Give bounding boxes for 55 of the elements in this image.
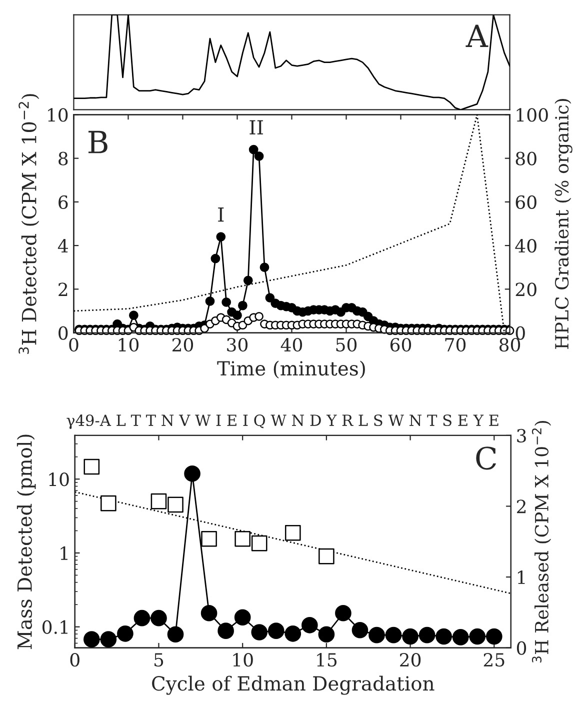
- y-tick-label: 0: [58, 326, 68, 340]
- x-tick-label: 5: [154, 653, 164, 667]
- y2-tick-label: 2: [516, 500, 526, 514]
- y2-axis-title: $^{3}$H Released (CPM X 10$^{−2}$): [532, 421, 552, 663]
- x-tick-label: 10: [233, 653, 253, 667]
- y2-tick-label: 60: [516, 195, 536, 210]
- x-tick-label: 20: [400, 653, 421, 667]
- y-tick-label: 0.1: [42, 620, 68, 634]
- x-tick-label: 80: [499, 338, 520, 352]
- y-axis-title: $^{3}$H Detected (CPM X 10$^{−2}$): [18, 94, 40, 354]
- y-tick-label: 10: [48, 108, 68, 122]
- point: [150, 493, 167, 510]
- annotation: C: [476, 446, 496, 470]
- x-tick-label: 20: [172, 338, 194, 352]
- x-tick-label: 70: [445, 338, 466, 352]
- y2-tick-label: 0: [516, 641, 526, 655]
- text: γ49-A L T T N V W I E I Q W N D Y R L S W N T S E Y E: [66, 414, 498, 430]
- y-tick-label: 4: [58, 238, 68, 252]
- x-tick-label: 15: [317, 653, 337, 667]
- point: [201, 530, 217, 547]
- annotation: II: [250, 120, 263, 134]
- point: [84, 458, 100, 475]
- point: [318, 548, 334, 564]
- x-tick-label: 25: [484, 653, 504, 667]
- annotation: A: [466, 24, 488, 48]
- x-tick-label: 10: [118, 338, 139, 352]
- y2-tick-label: 1: [518, 570, 525, 584]
- y-tick-label: 6: [58, 195, 68, 210]
- y2-tick-label: 3: [517, 428, 526, 443]
- annotation: B: [88, 130, 108, 154]
- annotation: I: [218, 207, 224, 222]
- y-tick-label: 2: [58, 282, 68, 296]
- y-tick-label: 1: [60, 546, 68, 560]
- x-axis-title: Cycle of Edman Degradation: [152, 676, 434, 695]
- y2-tick-label: 100: [516, 108, 548, 122]
- x-tick-label: 40: [280, 338, 302, 352]
- point: [234, 530, 250, 547]
- x-tick-label: 0: [70, 653, 80, 667]
- point: [168, 496, 184, 513]
- y2-tick-label: 20: [516, 282, 536, 296]
- x-tick-label: 50: [336, 338, 357, 352]
- y2-tick-label: 80: [516, 152, 536, 166]
- y-axis-title: Mass Detected (pmol): [16, 434, 36, 650]
- y2-tick-label: 0: [516, 326, 525, 340]
- y-tick-label: 10: [49, 472, 69, 486]
- y2-tick-label: 40: [515, 238, 536, 253]
- y-tick-label: 8: [58, 152, 68, 166]
- point: [100, 495, 116, 512]
- point: [251, 535, 268, 552]
- x-tick-label: 0: [69, 338, 78, 352]
- x-tick-label: 30: [227, 338, 248, 352]
- x-axis-title: Time (minutes): [217, 360, 365, 378]
- x-tick-label: 60: [390, 338, 412, 352]
- point: [284, 524, 301, 541]
- y2-axis-title: HPLC Gradient (% organic): [554, 99, 572, 349]
